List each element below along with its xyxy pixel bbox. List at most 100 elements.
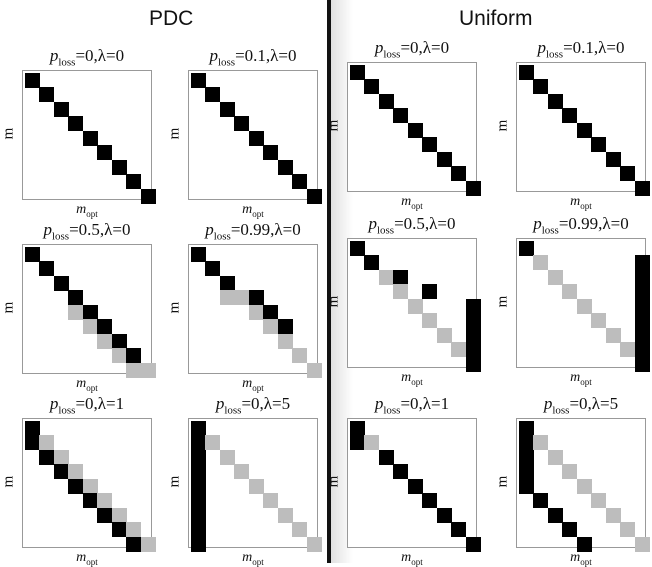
black-cell xyxy=(191,536,206,552)
y-axis-label: m xyxy=(166,301,183,314)
y-axis-label: m xyxy=(166,127,183,140)
x-axis-label: mopt xyxy=(570,194,592,211)
black-cell xyxy=(25,435,40,451)
black-cell xyxy=(519,449,534,465)
x-axis-label: mopt xyxy=(242,550,264,567)
black-cell xyxy=(97,319,113,335)
black-cell xyxy=(465,342,481,358)
gray-cell xyxy=(306,362,322,378)
black-cell xyxy=(519,478,534,494)
black-cell xyxy=(82,304,98,320)
gray-cell xyxy=(82,478,98,494)
gray-cell xyxy=(378,269,394,285)
panel-title: ploss=0,λ=5 xyxy=(543,394,619,417)
x-axis-label: mopt xyxy=(76,550,98,567)
black-cell xyxy=(378,449,394,465)
black-cell xyxy=(39,87,55,103)
gray-cell xyxy=(277,507,293,523)
gray-cell xyxy=(205,435,221,451)
black-cell xyxy=(634,255,650,271)
black-cell xyxy=(306,188,322,204)
x-axis-label: mopt xyxy=(570,550,592,567)
black-cell xyxy=(364,255,380,271)
matrix-panel-pdc-ploss0-l1 xyxy=(22,418,156,552)
x-axis-label: mopt xyxy=(76,376,98,393)
black-cell xyxy=(82,130,98,146)
gray-cell xyxy=(591,313,607,329)
gray-cell xyxy=(82,319,98,335)
black-cell xyxy=(634,342,650,358)
black-cell xyxy=(219,101,235,117)
black-cell xyxy=(576,122,592,138)
y-axis-label: m xyxy=(166,475,183,488)
gray-cell xyxy=(292,522,308,538)
gray-cell xyxy=(263,319,279,335)
gray-cell xyxy=(219,290,235,306)
panel-title: ploss=0.99,λ=0 xyxy=(533,214,629,237)
black-cell xyxy=(422,137,438,153)
panel-title: ploss=0,λ=0 xyxy=(374,38,450,61)
black-cell xyxy=(140,188,156,204)
black-cell xyxy=(393,464,409,480)
black-cell xyxy=(248,290,264,306)
black-cell xyxy=(25,421,40,436)
y-axis-label: m xyxy=(0,475,17,488)
gray-cell xyxy=(263,493,279,509)
panel-title: ploss=0.5,λ=0 xyxy=(43,220,131,243)
black-cell xyxy=(126,174,142,190)
black-cell xyxy=(68,478,84,494)
x-axis-label: mopt xyxy=(401,370,423,387)
black-cell xyxy=(191,435,206,451)
gray-cell xyxy=(533,435,549,451)
black-cell xyxy=(263,145,279,161)
black-cell xyxy=(393,108,409,124)
black-cell xyxy=(422,493,438,509)
gray-cell xyxy=(533,255,549,271)
gray-cell xyxy=(605,327,621,343)
column-divider xyxy=(327,0,331,563)
black-cell xyxy=(191,464,206,480)
gray-cell xyxy=(547,269,563,285)
panel-title: ploss=0.1,λ=0 xyxy=(537,38,625,61)
black-cell xyxy=(533,79,549,95)
black-cell xyxy=(465,313,481,329)
matrix-panel-uni-ploss05-l0 xyxy=(347,238,481,372)
x-axis-label: mopt xyxy=(76,202,98,219)
gray-cell xyxy=(605,507,621,523)
black-cell xyxy=(465,180,481,196)
y-axis-label: m xyxy=(0,301,17,314)
black-cell xyxy=(191,522,206,538)
panel-title: ploss=0.5,λ=0 xyxy=(368,214,456,237)
black-cell xyxy=(465,298,481,314)
black-cell xyxy=(547,93,563,109)
title-uniform: Uniform xyxy=(459,7,533,30)
black-cell xyxy=(519,241,534,256)
gray-cell xyxy=(576,478,592,494)
gray-cell xyxy=(140,362,156,378)
black-cell xyxy=(451,166,467,182)
black-cell xyxy=(263,304,279,320)
gray-cell xyxy=(620,342,636,358)
gray-cell xyxy=(576,298,592,314)
black-cell xyxy=(591,137,607,153)
black-cell xyxy=(533,493,549,509)
gray-cell xyxy=(97,493,113,509)
black-cell xyxy=(547,507,563,523)
title-pdc: PDC xyxy=(149,7,194,30)
black-cell xyxy=(634,269,650,285)
gray-cell xyxy=(277,333,293,349)
gray-cell xyxy=(126,362,142,378)
x-axis-label: mopt xyxy=(242,202,264,219)
black-cell xyxy=(350,435,365,451)
black-cell xyxy=(39,449,55,465)
gray-cell xyxy=(620,522,636,538)
gray-cell xyxy=(591,493,607,509)
black-cell xyxy=(519,435,534,451)
gray-cell xyxy=(111,348,127,364)
x-axis-label: mopt xyxy=(401,194,423,211)
black-cell xyxy=(634,180,650,196)
black-cell xyxy=(126,348,142,364)
black-cell xyxy=(605,151,621,167)
black-cell xyxy=(82,493,98,509)
black-cell xyxy=(465,327,481,343)
